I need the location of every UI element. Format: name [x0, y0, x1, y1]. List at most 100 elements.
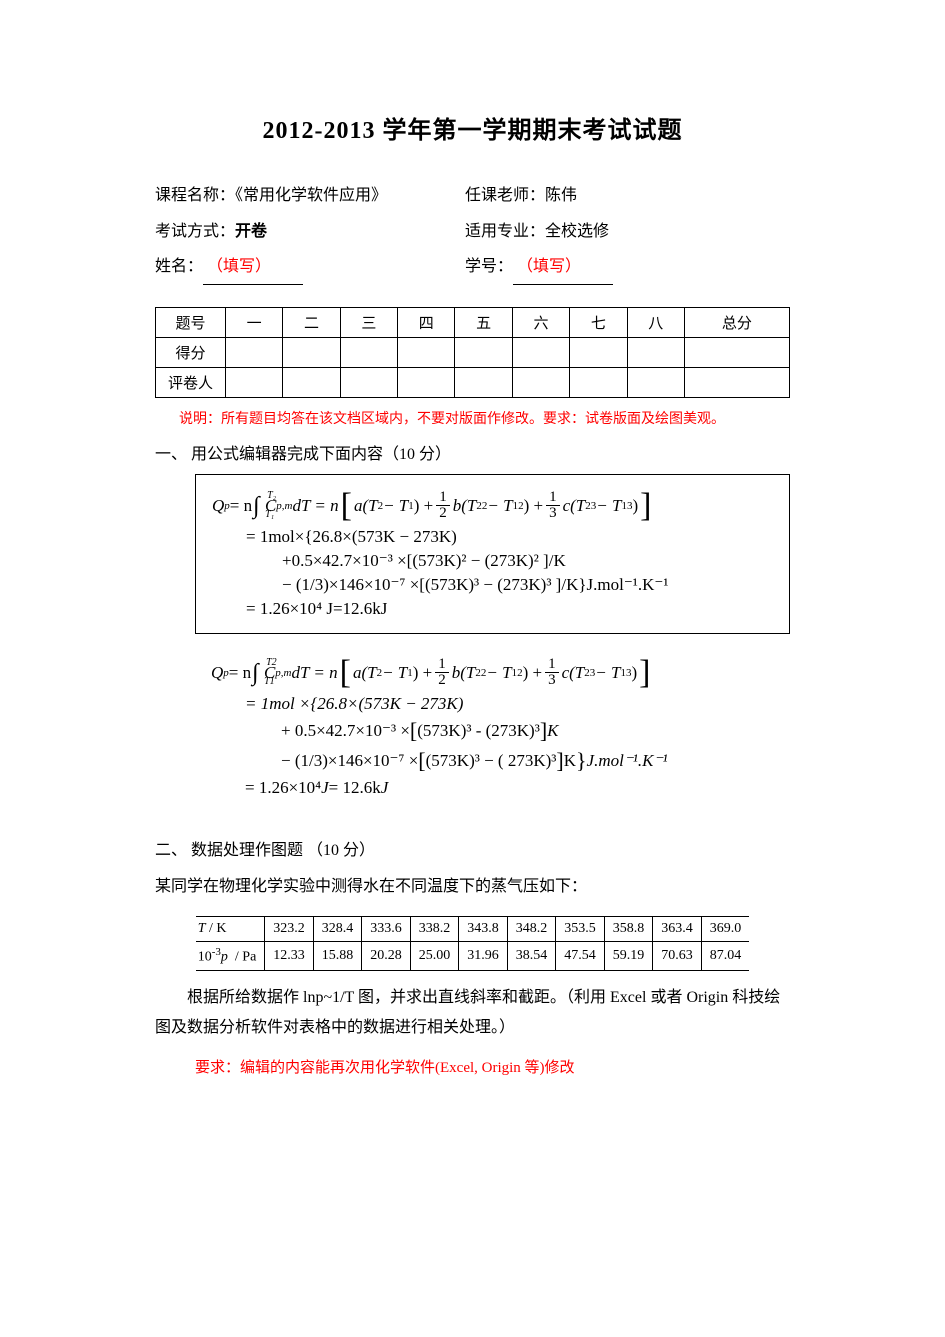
score-col: 二: [283, 307, 340, 337]
page-title: 2012-2013 学年第一学期期末考试试题: [155, 110, 790, 145]
eq-text: − T: [486, 663, 511, 683]
eq-text: ): [632, 496, 638, 516]
eq-text: ): [631, 663, 637, 683]
formula2-line5: = 1.26×10⁴ J = 12.6k J: [211, 778, 774, 798]
fraction: 12: [435, 657, 449, 690]
name-label: 姓名：: [155, 258, 203, 275]
fraction: 12: [436, 490, 450, 523]
eq-text: a(T: [354, 496, 378, 516]
integral-icon: T₂ ∫ T₁: [253, 496, 260, 516]
id-label: 学号：: [465, 258, 513, 275]
section2-heading: 二、 数据处理作图题 （10 分）: [155, 836, 790, 860]
score-col: 六: [512, 307, 569, 337]
data-cell: 338.2: [410, 917, 459, 942]
name-value: （填写）: [207, 258, 271, 275]
eq-text: ) +: [414, 496, 434, 516]
score-table: 题号 一 二 三 四 五 六 七 八 总分 得分 评卷人: [155, 307, 790, 398]
fraction: 13: [546, 490, 560, 523]
eq-text: = 1mol ×{26.8×(573K − 273K): [245, 694, 463, 714]
formula1-line2: = 1mol×{26.8×(573K − 273K): [212, 527, 773, 547]
eq-text: = n: [229, 663, 251, 683]
score-col: 四: [398, 307, 455, 337]
eq-text: c(T: [562, 663, 585, 683]
data-cell: 353.5: [556, 917, 605, 942]
info-block: 课程名称：《常用化学软件应用》 任课老师：陈伟 考试方式：开卷 适用专业：全校选…: [155, 179, 790, 285]
data-cell: 31.96: [459, 942, 508, 971]
formula2-line4: − (1/3)×146×10⁻⁷ × [(573K)³ − ( 273K)³] …: [211, 748, 774, 774]
score-table-row: 评卷人: [156, 367, 790, 397]
eq-text: ) +: [523, 663, 543, 683]
eq-text: = 12.6k: [329, 778, 381, 798]
score-col: 一: [226, 307, 283, 337]
eq-text: Q: [212, 496, 224, 516]
exam-page: 2012-2013 学年第一学期期末考试试题 课程名称：《常用化学软件应用》 任…: [0, 0, 945, 1337]
data-cell: 15.88: [313, 942, 362, 971]
formula1-line1: Qp = n T₂ ∫ T₁ Cp,m dT = n [ a(T2 − T1 )…: [212, 489, 773, 523]
data-table: T / K 323.2 328.4 333.6 338.2 343.8 348.…: [196, 916, 750, 971]
score-table-header-row: 题号 一 二 三 四 五 六 七 八 总分: [156, 307, 790, 337]
frac-den: 3: [545, 673, 559, 689]
eq-text: ) +: [524, 496, 544, 516]
int-top: T2: [266, 657, 277, 668]
data-cell: 12.33: [265, 942, 314, 971]
eq-text: a(T: [353, 663, 377, 683]
frac-num: 1: [546, 490, 560, 507]
eq-sub: p,m: [275, 667, 291, 679]
score-col: 七: [570, 307, 627, 337]
score-col: 八: [627, 307, 684, 337]
eq-text: Q: [211, 663, 223, 683]
data-cell: 59.19: [604, 942, 653, 971]
eq-text: K: [564, 751, 576, 771]
score-table-row: 得分: [156, 337, 790, 367]
data-row1-label: T / K: [196, 917, 265, 942]
id-value: （填写）: [517, 258, 581, 275]
data-cell: 369.0: [701, 917, 749, 942]
data-cell: 47.54: [556, 942, 605, 971]
section2-requirement: 要求：编辑的内容能再次用化学软件(Excel, Origin 等)修改: [195, 1056, 790, 1077]
eq-text: b(T: [453, 496, 477, 516]
eq-text: − T: [383, 496, 408, 516]
major-value: 全校选修: [545, 223, 609, 240]
data-cell: 87.04: [701, 942, 749, 971]
frac-num: 1: [545, 657, 559, 674]
eq-text: J: [381, 778, 389, 798]
formula1-line3: +0.5×42.7×10⁻³ ×[(573K)² − (273K)² ]/K: [212, 551, 773, 571]
eq-text: b(T: [452, 663, 476, 683]
formula1-line5: = 1.26×10⁴ J=12.6kJ: [212, 599, 773, 619]
data-cell: 25.00: [410, 942, 459, 971]
data-cell: 333.6: [362, 917, 411, 942]
formula1-line4: − (1/3)×146×10⁻⁷ ×[(573K)³ − (273K)³ ]/K…: [212, 575, 773, 595]
score-col: 总分: [684, 307, 789, 337]
data-cell: 323.2: [265, 917, 314, 942]
major-label: 适用专业：: [465, 223, 545, 240]
frac-num: 1: [436, 490, 450, 507]
course-value: 《常用化学软件应用》: [235, 187, 387, 204]
data-table-row: T / K 323.2 328.4 333.6 338.2 343.8 348.…: [196, 917, 750, 942]
eq-text: − (1/3)×146×10⁻⁷ ×: [281, 751, 418, 771]
eq-text: = 1.26×10⁴: [245, 778, 321, 798]
integral-icon: T2 ∫ T1: [252, 663, 259, 683]
eq-text: dT = n: [293, 496, 339, 516]
data-cell: 20.28: [362, 942, 411, 971]
eq-text: ) +: [413, 663, 433, 683]
data-cell: 38.54: [507, 942, 556, 971]
score-row-label: 评卷人: [156, 367, 226, 397]
eq-text: − T: [487, 496, 512, 516]
formula2-block: Qp = n T2 ∫ T1 Cp,m dT = n [ a(T2 − T1 )…: [195, 646, 790, 808]
int-top: T₂: [267, 490, 276, 501]
section2-intro: 某同学在物理化学实验中测得水在不同温度下的蒸气压如下：: [155, 872, 790, 902]
exam-mode-label: 考试方式：: [155, 223, 235, 240]
data-cell: 363.4: [653, 917, 702, 942]
eq-text: = n: [230, 496, 252, 516]
score-row-label: 得分: [156, 337, 226, 367]
formula2-line1: Qp = n T2 ∫ T1 Cp,m dT = n [ a(T2 − T1 )…: [211, 656, 774, 690]
frac-den: 3: [546, 506, 560, 522]
eq-text: − T: [595, 663, 620, 683]
score-col: 三: [340, 307, 397, 337]
eq-text: K: [547, 721, 558, 741]
fraction: 13: [545, 657, 559, 690]
formula2-line3: + 0.5×42.7×10⁻³ × [(573K)³ - (273K)³] K: [211, 718, 774, 744]
eq-text: − T: [382, 663, 407, 683]
frac-den: 2: [435, 673, 449, 689]
teacher-label: 任课老师：: [465, 187, 545, 204]
